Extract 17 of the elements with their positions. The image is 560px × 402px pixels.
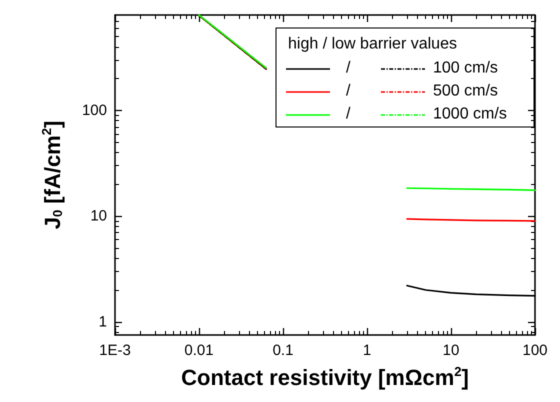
y-axis-title: J0 [fA/cm2] <box>39 120 65 230</box>
y-tick-label: 100 <box>82 102 107 119</box>
x-tick-label: 100 <box>522 342 548 359</box>
y-tick-label: 10 <box>90 208 107 225</box>
legend-label: 500 cm/s <box>433 82 498 100</box>
legend-label: / <box>346 60 351 76</box>
x-tick-label: 10 <box>442 342 460 359</box>
x-tick-label: 1E-3 <box>99 342 131 359</box>
x-tick-label: 0.01 <box>184 342 214 359</box>
x-tick-label: 0.1 <box>272 342 294 359</box>
legend-label: 1000 cm/s <box>433 106 507 122</box>
x-tick-label: 1 <box>362 342 372 359</box>
legend-label: 100 cm/s <box>433 60 498 76</box>
legend-label: / <box>346 82 351 100</box>
legend-title: high / low barrier values <box>288 36 457 52</box>
legend-label: / <box>346 106 351 122</box>
y-tick-label: 1 <box>98 313 107 330</box>
